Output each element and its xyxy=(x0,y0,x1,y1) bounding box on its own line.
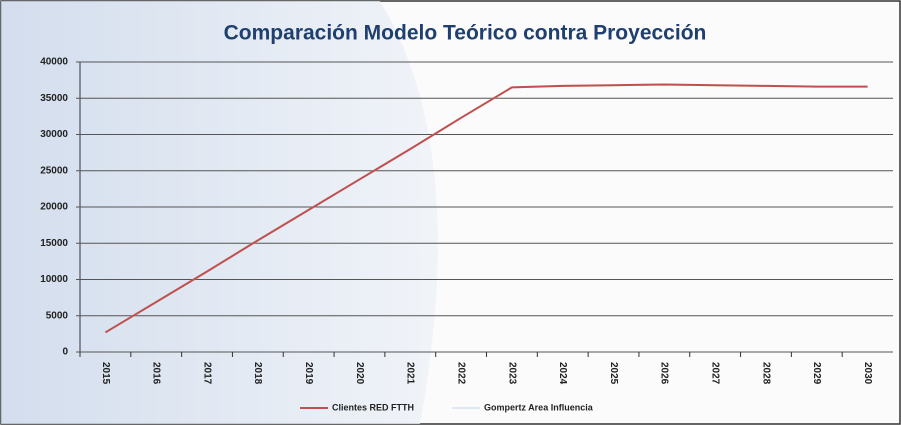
x-tick-label: 2028 xyxy=(760,362,771,385)
y-tick-label: 15000 xyxy=(40,238,68,249)
background-shape xyxy=(1,1,438,424)
x-tick-label: 2015 xyxy=(100,362,111,385)
y-tick-label: 35000 xyxy=(40,93,68,104)
legend-label: Clientes RED FTTH xyxy=(332,402,414,412)
y-tick-label: 5000 xyxy=(46,310,69,321)
x-tick-label: 2024 xyxy=(557,362,568,385)
x-tick-label: 2020 xyxy=(354,362,365,385)
x-tick-label: 2021 xyxy=(405,362,416,385)
legend-label: Gompertz Area Influencia xyxy=(484,402,594,412)
x-tick-label: 2022 xyxy=(455,362,466,385)
x-tick-label: 2023 xyxy=(506,362,517,385)
x-tick-label: 2025 xyxy=(608,362,619,385)
y-tick-label: 30000 xyxy=(40,129,68,140)
y-tick-label: 10000 xyxy=(40,274,68,285)
y-tick-label: 0 xyxy=(62,347,68,358)
series-line xyxy=(104,83,868,334)
x-tick-label: 2029 xyxy=(811,362,822,385)
y-tick-label: 40000 xyxy=(40,57,68,68)
x-tick-label: 2027 xyxy=(710,362,721,385)
y-tick-label: 25000 xyxy=(40,165,68,176)
chart-title: Comparación Modelo Teórico contra Proyec… xyxy=(224,22,707,45)
x-tick-label: 2019 xyxy=(303,362,314,385)
x-tick-label: 2017 xyxy=(201,362,212,385)
y-tick-label: 20000 xyxy=(40,202,68,213)
x-tick-label: 2016 xyxy=(151,362,162,385)
plot: 0 5000 10000 15000 20000 25000 30000 35000 40000… xyxy=(40,57,893,412)
x-tick-label: 2026 xyxy=(659,362,670,385)
x-tick-label: 2018 xyxy=(252,362,263,385)
x-tick-label: 2030 xyxy=(862,362,873,385)
